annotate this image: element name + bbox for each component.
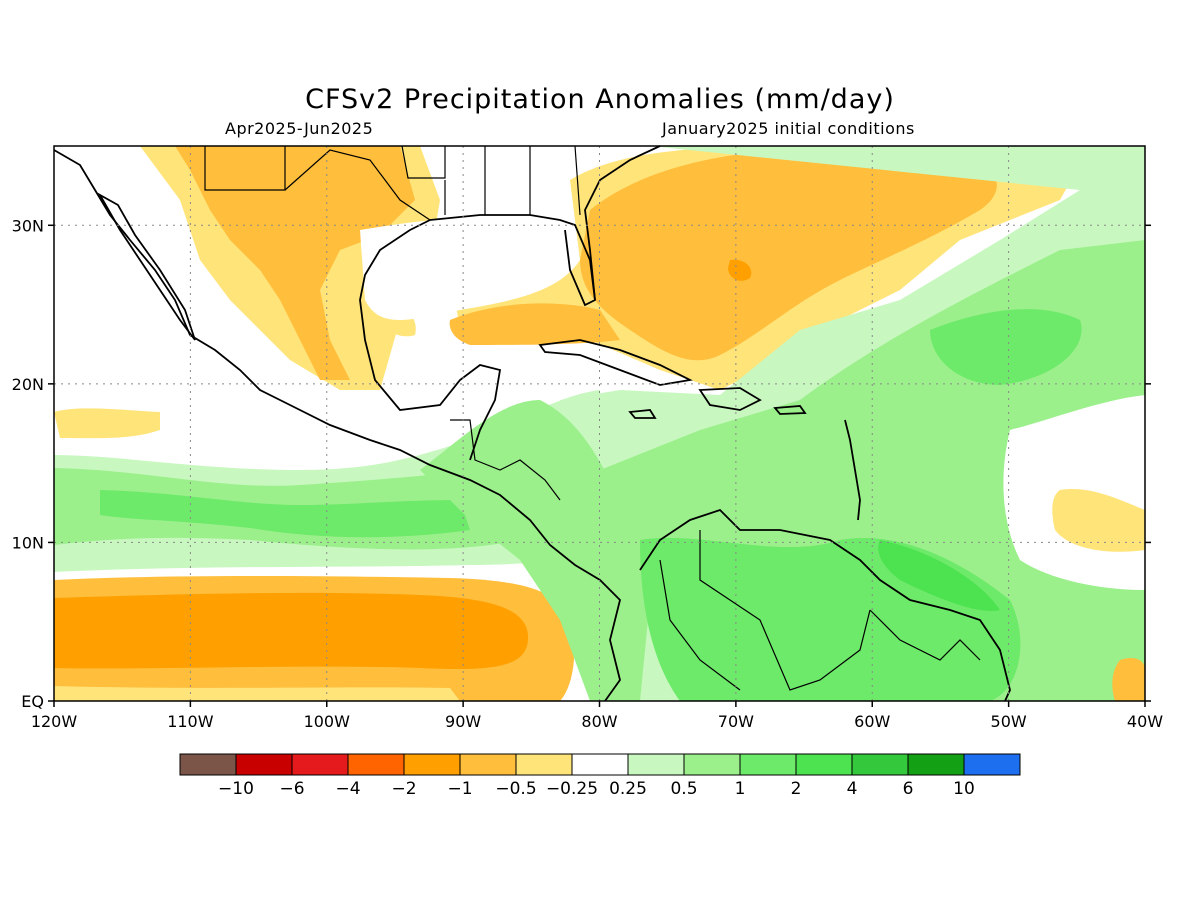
initial-conditions: January2025 initial conditions [662, 119, 915, 138]
pacific-dry-band [54, 592, 529, 670]
colorbar-swatch [963, 753, 1021, 776]
east-atlantic-dry-patch [1052, 489, 1145, 552]
pacific-dry-edge [54, 686, 460, 701]
colorbar-swatch [291, 753, 349, 776]
lon-label: 110W [167, 712, 214, 731]
colorbar-label: 6 [903, 779, 914, 799]
colorbar-swatch [403, 753, 461, 776]
colorbar-swatch [795, 753, 853, 776]
lon-label: 90W [445, 712, 481, 731]
central-america-wet [420, 400, 650, 701]
colorbar-label: 4 [847, 779, 858, 799]
lat-label: 10N [12, 533, 44, 552]
jamaica [628, 409, 657, 419]
guyana-border [869, 609, 981, 661]
texas-border [401, 145, 446, 179]
colorbar-label: 1 [735, 779, 746, 799]
puerto-rico [773, 405, 807, 415]
colorbar-label: −10 [218, 779, 254, 799]
colorbar: −10 −6 −4 −2 −1 −0.5 −0.25 0.25 0.5 1 2 4 6 10 [179, 753, 1021, 799]
colorbar-swatch [235, 753, 293, 776]
colorbar-label: 0.25 [609, 779, 647, 799]
lon-label: 50W [991, 712, 1027, 731]
central-america-borders [450, 419, 561, 501]
hispaniola [698, 387, 762, 411]
colorbar-swatch [515, 753, 573, 776]
colorbar-swatch [851, 753, 909, 776]
lon-label: 60W [854, 712, 890, 731]
coastlines [53, 145, 1011, 702]
colorbar-swatch [571, 753, 629, 776]
colorbar-swatch [907, 753, 965, 776]
colorbar-label: −2 [391, 779, 416, 799]
us-gulf-coast [429, 214, 596, 307]
lon-label: 40W [1127, 712, 1163, 731]
mexico-pacific-coast [53, 149, 621, 702]
colorbar-label: −1 [447, 779, 472, 799]
colorbar-label: 10 [953, 779, 975, 799]
southeast-dry-patch [1112, 658, 1145, 701]
colorbar-swatch [459, 753, 517, 776]
lesser-antilles [844, 419, 861, 521]
gridlines [54, 146, 1145, 701]
atlantic-dry-core [728, 259, 752, 281]
baja-california [97, 192, 196, 341]
lon-label: 80W [581, 712, 617, 731]
axes: EQ 10N 20N 30N 120W 110W 100W 90W 80W 70W 60W 50W 40… [12, 216, 1164, 731]
colorbar-swatch [683, 753, 741, 776]
colorbar-label: −0.25 [546, 779, 598, 799]
us-states [444, 145, 581, 216]
gulf-neutral [360, 215, 580, 320]
atlantic-wet-core [930, 309, 1082, 385]
mexico-dry-region [175, 146, 415, 380]
colorbar-label: 2 [791, 779, 802, 799]
south-america-coast [639, 508, 1011, 702]
venezuela-border [699, 530, 871, 691]
colombia-border [659, 559, 741, 691]
lon-label: 70W [718, 712, 754, 731]
gulf-dry-band [449, 303, 620, 345]
borders [204, 145, 981, 691]
lat-label: EQ [21, 692, 44, 711]
colorbar-swatch [627, 753, 685, 776]
colorbar-label: −6 [279, 779, 304, 799]
atlantic-dry-region [580, 150, 997, 361]
lon-label: 100W [304, 712, 351, 731]
us-mexico-border [204, 146, 286, 191]
cuba [538, 339, 693, 386]
lat-label: 30N [12, 216, 44, 235]
us-mexico-border-east [284, 149, 431, 221]
colorbar-label: 0.5 [670, 779, 697, 799]
guiana-wet-peak [878, 540, 1000, 611]
forecast-period: Apr2025-Jun2025 [225, 119, 374, 138]
lon-label: 120W [31, 712, 78, 731]
map-title: CFSv2 Precipitation Anomalies (mm/day) [305, 84, 895, 115]
anomaly-field [54, 146, 1145, 701]
us-atlantic-coast [584, 145, 661, 301]
colorbar-swatch [179, 753, 237, 776]
lat-label: 20N [12, 375, 44, 394]
pacific-wet-core [100, 490, 470, 538]
gulf-coast-mexico [359, 219, 502, 461]
colorbar-label: −0.5 [495, 779, 536, 799]
colorbar-label: −4 [335, 779, 360, 799]
colorbar-swatch [347, 753, 405, 776]
west-pacific-dry-patch [54, 408, 160, 439]
colorbar-swatch [739, 753, 797, 776]
